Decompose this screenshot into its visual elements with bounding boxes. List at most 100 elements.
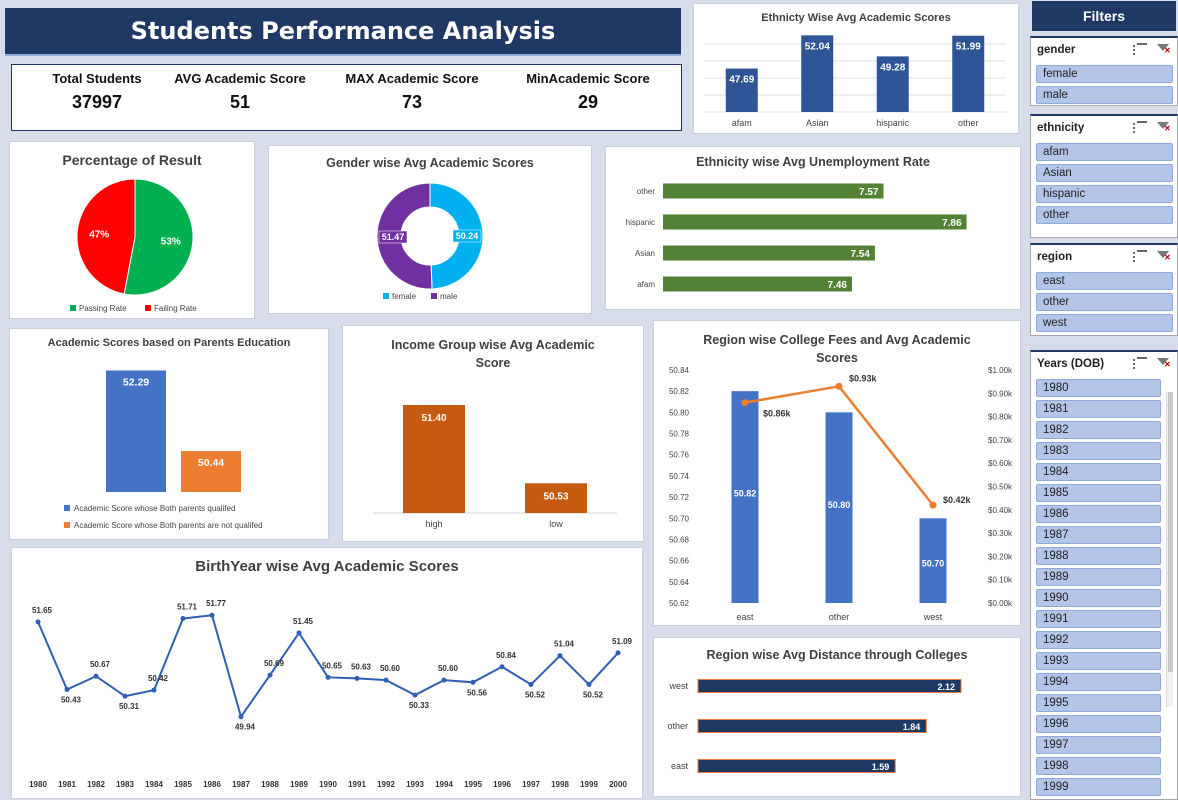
chart-title: Region wise Avg Distance through College… — [706, 648, 968, 662]
region-fees-plot: 50.62 50.64 50.66 50.68 50.70 50.72 50.74 50.76… — [669, 366, 1013, 622]
slicer-item[interactable]: 1995 — [1036, 694, 1161, 712]
fees-point — [835, 382, 843, 390]
bar-afam — [663, 276, 852, 292]
x-tick-label: 2000 — [609, 780, 627, 789]
slicer-item[interactable]: 1980 — [1036, 379, 1161, 397]
slicer-item[interactable]: 1999 — [1036, 778, 1161, 796]
bar-west — [697, 679, 962, 693]
data-label: 51.71 — [177, 603, 198, 612]
chart-region-fees: Region wise College Fees and Avg Academi… — [653, 320, 1021, 626]
bar-afam — [725, 68, 758, 112]
slicer-item[interactable]: afam — [1036, 143, 1173, 161]
slicer-item[interactable]: 1996 — [1036, 715, 1161, 733]
y-tick-label: 50.64 — [669, 578, 690, 587]
slicer-item[interactable]: 1989 — [1036, 568, 1161, 586]
clear-filter-icon[interactable] — [1157, 250, 1171, 263]
slicer-item[interactable]: 1998 — [1036, 757, 1161, 775]
kpi-total-students: Total Students 37997 — [12, 65, 182, 113]
chart-title: Ethnicity wise Avg Unemployment Rate — [696, 155, 930, 169]
slicer-item[interactable]: hispanic — [1036, 185, 1173, 203]
y2-tick-label: $0.70k — [988, 436, 1013, 445]
data-label: 50.63 — [351, 662, 372, 671]
data-label: 2.12 — [937, 682, 955, 692]
slicer-item[interactable]: female — [1036, 65, 1173, 83]
slicer-header: ethnicity — [1031, 116, 1177, 140]
multi-select-icon[interactable] — [1133, 357, 1147, 370]
y-tick-label: afam — [637, 280, 655, 289]
data-label: 49.94 — [235, 723, 256, 732]
x-tick-label: 1993 — [406, 780, 424, 789]
y-tick-label: hispanic — [626, 218, 655, 227]
slicer-item[interactable]: 1984 — [1036, 463, 1161, 481]
y-tick-label: 50.74 — [669, 472, 690, 481]
slicer-item[interactable]: other — [1036, 206, 1173, 224]
x-tick-label: 1999 — [580, 780, 598, 789]
y2-tick-label: $0.50k — [988, 483, 1013, 492]
slicer-item[interactable]: 1986 — [1036, 505, 1161, 523]
slicer-item[interactable]: 1990 — [1036, 589, 1161, 607]
slicer-header: gender — [1031, 38, 1177, 62]
multi-select-icon[interactable] — [1133, 121, 1147, 134]
legend-label: female — [392, 292, 417, 301]
data-label: 50.60 — [380, 664, 401, 673]
x-tick-label: 1995 — [464, 780, 482, 789]
legend-swatch — [383, 293, 389, 299]
y2-tick-label: $0.40k — [988, 506, 1013, 515]
y-tick-label: 50.72 — [669, 493, 690, 502]
slicer-item[interactable]: 1985 — [1036, 484, 1161, 502]
y2-tick-label: $0.60k — [988, 459, 1013, 468]
line-point — [238, 714, 244, 720]
line-point — [412, 692, 418, 698]
kpi-value: 51 — [229, 92, 251, 112]
x-tick-label: 1986 — [203, 780, 221, 789]
x-tick-label: 1983 — [116, 780, 134, 789]
slicer-item[interactable]: 1987 — [1036, 526, 1161, 544]
slicer-item[interactable]: 1988 — [1036, 547, 1161, 565]
slicer-title: gender — [1037, 44, 1076, 56]
data-label: 50.42 — [148, 674, 169, 683]
parents-education-plot: 52.29 Academic Score whose Both parents q… — [64, 370, 263, 530]
multi-select-icon[interactable] — [1133, 43, 1147, 56]
line-point — [528, 682, 534, 688]
x-tick-label: 1987 — [232, 780, 250, 789]
slicer-item[interactable]: 1997 — [1036, 736, 1161, 754]
data-label: 51.09 — [612, 637, 633, 646]
line-data-label: $0.86k — [763, 409, 792, 419]
bar-east — [697, 759, 896, 773]
bar-data-label: 50.80 — [828, 500, 851, 510]
x-tick-label: 1992 — [377, 780, 395, 789]
chart-title: Percentage of Result — [62, 152, 202, 168]
chart-title: Gender wise Avg Academic Scores — [326, 156, 534, 170]
line-point — [557, 653, 563, 659]
scrollbar-thumb[interactable] — [1168, 392, 1173, 672]
slicer-item[interactable]: west — [1036, 314, 1173, 332]
legend-swatch — [431, 293, 437, 299]
slice-label: 53% — [161, 236, 181, 247]
slicer-item[interactable]: 1981 — [1036, 400, 1161, 418]
data-label-box — [378, 230, 408, 244]
bar-high — [403, 405, 465, 513]
slicer-item[interactable]: 1991 — [1036, 610, 1161, 628]
y-tick-label: 50.80 — [669, 408, 690, 417]
bar-other — [663, 183, 884, 199]
x-tick-label: 1984 — [145, 780, 163, 789]
pie-slice-1 — [76, 178, 136, 295]
data-label: 51.77 — [206, 599, 227, 608]
slicer-item[interactable]: Asian — [1036, 164, 1173, 182]
slicer-item[interactable]: 1993 — [1036, 652, 1161, 670]
slicer-item[interactable]: 1994 — [1036, 673, 1161, 691]
clear-filter-icon[interactable] — [1157, 43, 1171, 56]
data-label: 1.84 — [903, 722, 921, 732]
multi-select-icon[interactable] — [1133, 250, 1147, 263]
slicer-item[interactable]: 1982 — [1036, 421, 1161, 439]
slicer-scrollbar[interactable] — [1166, 392, 1173, 707]
clear-filter-icon[interactable] — [1157, 121, 1171, 134]
slicer-item[interactable]: 1983 — [1036, 442, 1161, 460]
slicer-item[interactable]: east — [1036, 272, 1173, 290]
slicer-item[interactable]: 1992 — [1036, 631, 1161, 649]
clear-filter-icon[interactable] — [1157, 357, 1171, 370]
slicer-item[interactable]: male — [1036, 86, 1173, 104]
slicer-item[interactable]: other — [1036, 293, 1173, 311]
pie-slice-0 — [123, 178, 194, 296]
kpi-label: Total Students — [52, 71, 142, 86]
